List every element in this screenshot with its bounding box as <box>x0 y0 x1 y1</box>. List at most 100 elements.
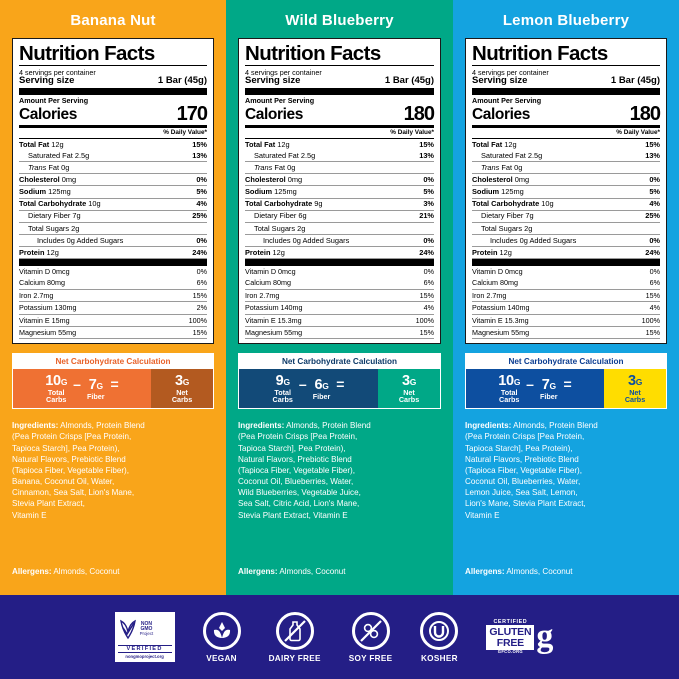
net-carbs-cell: 3G Net Carbs <box>399 374 419 404</box>
calories-value: 170 <box>176 102 208 125</box>
milk-bottle-crossed-icon <box>275 611 314 650</box>
non-gmo-line2: GMO <box>140 626 153 633</box>
micronutrient-dv: 2% <box>196 303 207 313</box>
allergens-label: Allergens: <box>465 566 505 576</box>
micronutrient-name: Potassium 140mg <box>245 303 303 313</box>
non-gmo-line3: Project <box>139 631 154 637</box>
micronutrient-dv: 6% <box>649 278 660 288</box>
micronutrient-row: Vitamin D 0mcg 0% <box>245 266 434 277</box>
kosher-u-icon <box>420 611 459 650</box>
nutrient-row: Saturated Fat 2.5g 13% <box>245 150 434 163</box>
micronutrient-row: Potassium 130mg 2% <box>19 302 207 315</box>
gluten-free-url: GFCO.ORG <box>497 649 523 655</box>
gluten-free-gluten-text: GLUTEN <box>489 626 532 639</box>
micronutrient-dv: 100% <box>415 315 434 325</box>
gluten-free-certified-text: CERTIFIED <box>493 618 528 625</box>
nutrient-divider <box>245 259 434 267</box>
ingredients-text: Ingredients: Almonds, Protein Blend (Pea… <box>12 421 145 520</box>
serving-size-label: Serving size <box>472 75 528 87</box>
nutrient-dv: 24% <box>192 247 207 257</box>
nutrient-name: Protein 12g <box>19 247 59 257</box>
flavor-panel: Lemon Blueberry Nutrition Facts 4 servings… <box>453 0 679 595</box>
flavor-title: Banana Nut <box>70 12 156 29</box>
calories-row: Calories 180 <box>245 102 435 128</box>
micronutrient-row: Potassium 140mg 4% <box>245 302 434 315</box>
calories-label: Calories <box>245 106 303 124</box>
micronutrient-dv: 15% <box>192 290 207 300</box>
micronutrient-dv: 0% <box>423 267 434 277</box>
nutrient-row: Includes 0g Added Sugars 0% <box>472 235 660 248</box>
badge-soy-free-label: SOY FREE <box>348 653 393 663</box>
nutrient-dv: 5% <box>196 187 207 197</box>
calories-label: Calories <box>19 106 77 124</box>
calories-row: Calories 180 <box>472 102 661 128</box>
flavor-panel: Wild Blueberry Nutrition Facts 4 servings … <box>226 0 453 595</box>
equals-operator: = <box>336 376 345 393</box>
nutrient-name: Dietary Fiber 7g <box>481 211 534 221</box>
total-carbs-value: 9G <box>275 373 290 390</box>
nutrient-dv: 25% <box>645 211 660 221</box>
soybean-crossed-icon <box>351 611 390 650</box>
allergens-text: Allergens: Almonds, Coconut <box>465 566 573 576</box>
serving-size-value: 1 Bar (45g) <box>610 75 660 87</box>
nutrient-name: Total Carbohydrate 10g <box>472 199 554 209</box>
fiber-cell: 7G Fiber <box>87 377 105 399</box>
nutrient-row: Total Fat 12g 15% <box>19 139 207 150</box>
micronutrient-row: Magnesium 55mg 15% <box>19 327 207 340</box>
equals-operator: = <box>110 376 119 393</box>
micronutrient-row: Vitamin D 0mcg 0% <box>19 266 207 277</box>
nutrient-row: Protein 12g 24% <box>245 247 434 260</box>
nutrient-row: Dietary Fiber 7g 25% <box>472 211 660 223</box>
nutrient-dv: 0% <box>649 174 660 184</box>
total-carbs-value: 10G <box>45 373 68 390</box>
nutrient-name: Dietary Fiber 7g <box>28 211 81 221</box>
ingredients-label: Ingredients: <box>465 421 512 431</box>
flavor-title: Wild Blueberry <box>285 12 394 29</box>
certified-gluten-free-icon: CERTIFIED GLUTEN FREE GFCO.ORG g <box>486 615 564 659</box>
nutrient-divider <box>472 259 660 267</box>
nutrient-name: Trans Fat 0g <box>28 162 70 172</box>
nutrient-name: Sodium 125mg <box>245 187 297 197</box>
nutrient-name: Trans Fat 0g <box>481 162 523 172</box>
nutrient-row: Total Fat 12g 15% <box>245 139 434 150</box>
total-carbs-cell: 10G Total Carbs <box>498 373 521 404</box>
micronutrient-dv: 100% <box>641 315 660 325</box>
nutrient-row: Total Carbohydrate 10g 4% <box>19 199 207 211</box>
micronutrient-dv: 15% <box>419 327 434 337</box>
nutrient-row: Saturated Fat 2.5g 13% <box>19 150 207 163</box>
amount-per-serving-label: Amount Per Serving <box>472 96 542 106</box>
micronutrient-name: Vitamin E 15.3mg <box>245 315 302 325</box>
nutrient-row: Total Sugars 2g <box>245 223 434 235</box>
nutrient-row: Total Fat 12g 15% <box>472 139 660 150</box>
flavor-panels: Banana Nut Nutrition Facts 4 servings per … <box>0 0 679 595</box>
nutrient-dv: 5% <box>649 187 660 197</box>
nutrient-dv: 0% <box>196 235 207 245</box>
net-carb-header: Net Carbohydrate Calculation <box>508 357 624 367</box>
nutrient-row: Cholesterol 0mg 0% <box>472 174 660 187</box>
total-carbs-value: 10G <box>498 373 521 390</box>
micronutrient-name: Magnesium 55mg <box>19 327 77 337</box>
allergens-label: Allergens: <box>238 566 278 576</box>
equals-operator: = <box>563 376 572 393</box>
nutrient-name: Total Sugars 2g <box>254 223 306 233</box>
micronutrient-name: Vitamin E 15.3mg <box>472 315 529 325</box>
nutrient-dv: 24% <box>645 247 660 257</box>
fiber-label: Fiber <box>539 391 558 401</box>
calories-value: 180 <box>403 102 435 125</box>
calories-value: 180 <box>629 102 661 125</box>
nutrient-name: Cholesterol 0mg <box>19 174 77 184</box>
nutrient-name: Total Carbohydrate 10g <box>19 199 101 209</box>
nutrient-dv: 0% <box>196 174 207 184</box>
daily-value-header: % Daily Value* <box>245 128 434 139</box>
total-carbs-cell: 9G Total Carbs <box>272 373 293 405</box>
nutrient-divider <box>19 259 207 267</box>
micronutrient-row: Calcium 80mg 6% <box>19 278 207 290</box>
nutrient-row: Sodium 125mg 5% <box>245 186 434 199</box>
total-carbs-label: Total Carbs <box>272 387 293 405</box>
micronutrient-row: Calcium 80mg 6% <box>245 278 434 290</box>
net-carb-box: Net Carbohydrate Calculation 10G Total Carb… <box>465 353 667 410</box>
nutrient-dv: 13% <box>419 150 434 160</box>
net-carbs-value: 3G <box>174 373 190 390</box>
micronutrient-name: Iron 2.7mg <box>245 290 280 300</box>
total-carbs-cell: 10G Total Carbs <box>45 373 68 404</box>
